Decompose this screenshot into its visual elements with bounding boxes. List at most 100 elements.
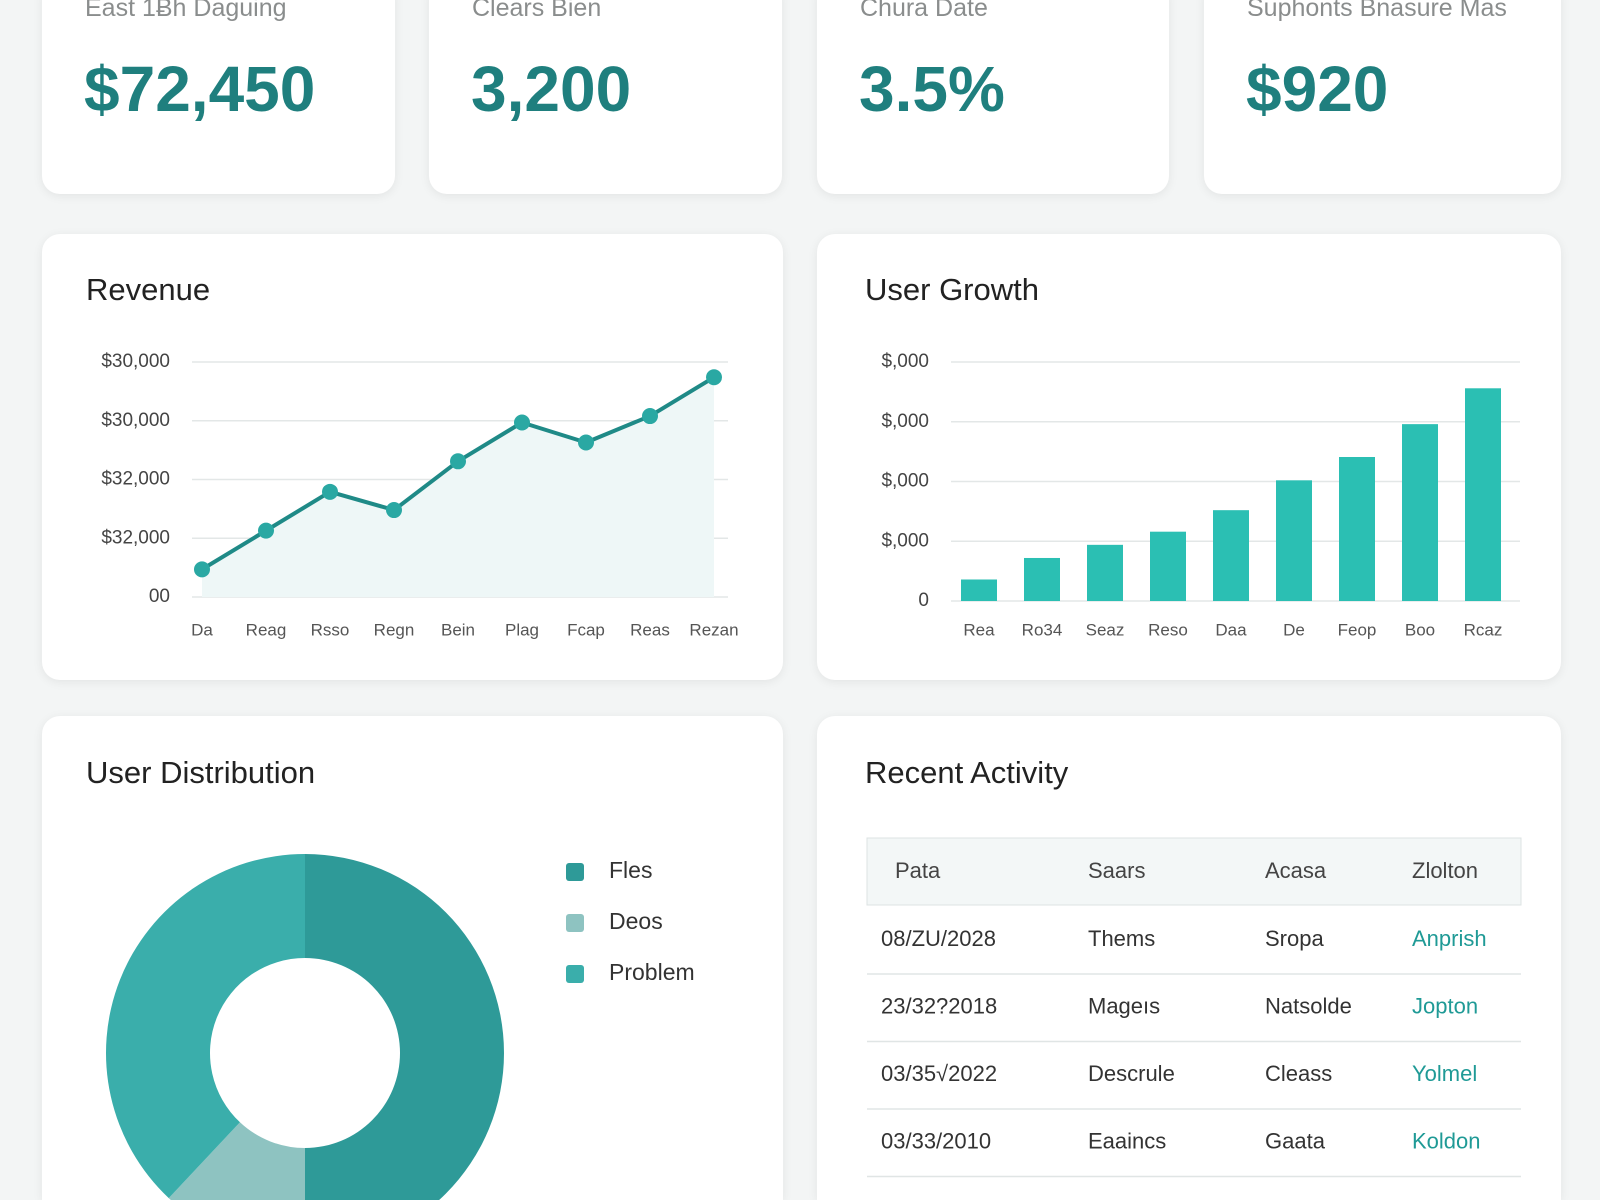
kpi-label: Chura Date [860,0,988,22]
y-tick-label: $30,000 [101,410,170,431]
table-cell: Thems [1088,926,1155,951]
table-cell: Eaaincs [1088,1128,1166,1153]
y-tick-label: $32,000 [101,527,170,548]
x-tick-label: Rcaz [1464,620,1503,639]
line-point [258,522,274,539]
table-header-cell: Acasa [1265,858,1327,883]
kpi-value: 3,200 [471,53,632,125]
bar [1024,557,1060,601]
table-cell: Anprish [1412,926,1487,951]
line-point [450,453,466,470]
x-tick-label: Feop [1338,620,1377,639]
table-header-cell: Saars [1088,858,1145,883]
table-cell: Mageıs [1088,993,1160,1018]
table-cell: Jopton [1412,993,1478,1018]
legend-swatch [566,965,584,983]
x-tick-label: Da [191,620,213,639]
bar [961,579,997,601]
table-cell: 03/33/2010 [881,1128,991,1153]
y-tick-label: $,000 [881,351,929,372]
chart-card: Revenue 00 $32,000 $32,000 $30,000 $30,000 Da R… [42,234,783,680]
chart-title: User Growth [865,272,1039,307]
bar [1465,388,1501,601]
y-tick-label: $,000 [881,411,929,432]
table-cell: Koldon [1412,1128,1481,1153]
line-point [642,408,658,425]
bar [1150,531,1186,601]
line-point [578,434,594,451]
line-point [322,483,338,500]
donut-chart: User Distribution Fles Deos Problem [86,755,695,1200]
bar [1087,544,1123,601]
line-chart: Revenue 00 $32,000 $32,000 $30,000 $30,000 Da R… [86,272,739,639]
table-title: Recent Activity [865,755,1069,790]
x-tick-label: Reag [246,620,287,639]
kpi-card: East 1Ƀh Daguing $72,450 [42,0,395,194]
table-cell: 03/35√2022 [881,1061,997,1086]
line-area [202,377,714,597]
table-cell: Gaata [1265,1128,1326,1153]
pie-slice [106,854,305,1199]
x-tick-label: De [1283,620,1305,639]
x-tick-label: Bein [441,620,475,639]
y-tick-label: $,000 [881,471,929,492]
table-cell: 08/ZU/2028 [881,926,996,951]
bar [1213,510,1249,601]
table-header-cell: Pata [895,858,941,883]
legend-label: Deos [609,908,663,934]
bar [1402,424,1438,601]
line-point [194,561,210,578]
kpi-card: Chura Date 3.5% [817,0,1169,194]
kpi-value: $72,450 [84,53,316,125]
kpi-card: Clears Bien 3,200 [429,0,782,194]
table-cell: Descrule [1088,1061,1175,1086]
x-tick-label: Plag [505,620,539,639]
line-point [514,414,530,431]
line-point [706,369,722,386]
table-cell: Sropa [1265,926,1324,951]
table-header-bg [866,837,1522,906]
table-cell: Cleass [1265,1061,1332,1086]
kpi-value: 3.5% [859,53,1005,125]
x-tick-label: Regn [374,620,415,639]
y-tick-label: 0 [918,590,929,611]
kpi-label: Suphonts Bnasure Mas [1247,0,1507,22]
legend-label: Problem [609,959,695,985]
y-tick-label: 00 [149,586,170,607]
line-point [386,502,402,519]
chart-title: User Distribution [86,755,315,790]
x-tick-label: Rezan [689,620,738,639]
table-cell: Yolmel [1412,1061,1477,1086]
y-tick-label: $32,000 [101,469,170,490]
x-tick-label: Reas [630,620,670,639]
bar-chart: User Growth 0 $,000 $,000 $,000 $,000 Rea Ro34 S… [865,272,1520,639]
kpi-value: $920 [1246,53,1389,125]
pie-slice [168,1122,305,1200]
legend-label: Fles [609,857,652,883]
x-tick-label: Reso [1148,620,1188,639]
x-tick-label: Rea [963,620,995,639]
kpi-label: Clears Bien [472,0,602,22]
table-cell: Natsolde [1265,993,1352,1018]
table-cell: 23/32?2018 [881,993,997,1018]
x-tick-label: Boo [1405,620,1435,639]
x-tick-label: Ro34 [1022,620,1063,639]
activity-table: Recent Activity Pata Saars Acasa Zlolton 08/… [865,755,1522,1178]
x-tick-label: Seaz [1086,620,1125,639]
pie-slice [305,854,504,1200]
y-tick-label: $30,000 [101,351,170,372]
table-card: Recent Activity Pata Saars Acasa Zlolton 08/… [817,716,1561,1200]
x-tick-label: Rsso [311,620,350,639]
legend-swatch [566,914,584,932]
bar [1276,480,1312,601]
y-tick-label: $,000 [881,530,929,551]
chart-card: User Distribution Fles Deos Problem [42,716,783,1200]
kpi-label: East 1Ƀh Daguing [85,0,287,22]
bar [1339,457,1375,601]
x-tick-label: Fcap [567,620,605,639]
x-tick-label: Daa [1215,620,1247,639]
table-header-cell: Zlolton [1412,858,1478,883]
legend-swatch [566,863,584,881]
kpi-card: Suphonts Bnasure Mas $920 [1204,0,1561,194]
